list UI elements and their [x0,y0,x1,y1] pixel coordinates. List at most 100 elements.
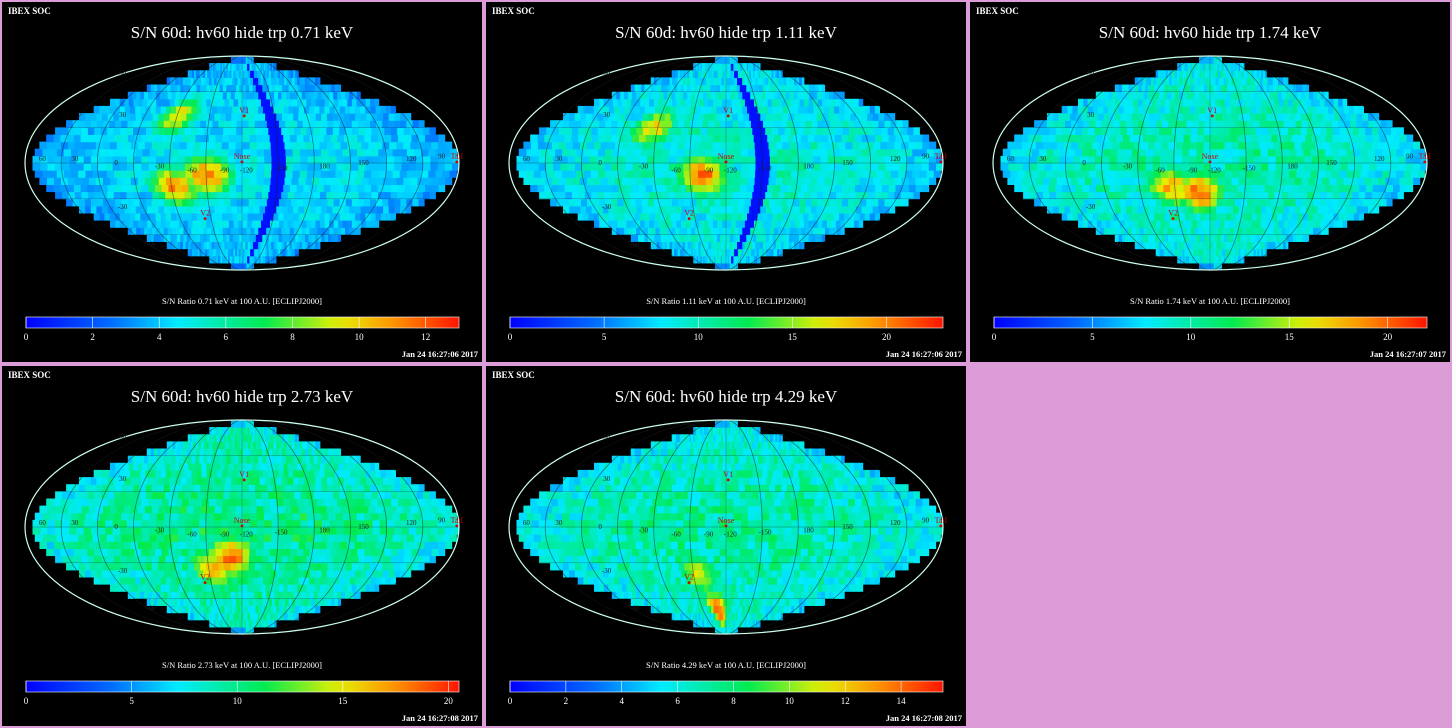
heatmap-cell [1189,248,1192,257]
heatmap-cell [277,91,282,100]
heatmap-cell [328,98,334,107]
heatmap-cell [685,184,693,193]
heatmap-cell [1287,220,1293,228]
heatmap-cell [299,155,308,164]
heatmap-cell [1174,105,1180,114]
heatmap-cell [1251,248,1254,257]
heatmap-cell [685,105,691,114]
heatmap-cell [1225,105,1231,114]
heatmap-cell [146,98,152,107]
heatmap-cell [826,148,834,157]
heatmap-cell [887,127,895,135]
heatmap-cell [1236,255,1238,264]
heatmap-cell [714,63,717,71]
heatmap-cell [563,113,570,121]
heatmap-cell [248,191,256,200]
heatmap-cell [1082,212,1088,221]
heatmap-cell [1127,227,1132,235]
heatmap-cell [1112,177,1120,185]
heatmap-cell [1237,177,1246,185]
heatmap-cell [342,148,350,157]
heatmap-cell [767,241,771,250]
heatmap-cell [1126,141,1134,150]
heatmap-cell [746,134,754,143]
heatmap-cell [258,248,262,257]
heatmap-cell [175,120,182,128]
heatmap-cell [1271,113,1278,121]
heatmap-cell [1240,255,1243,264]
heatmap-cell [611,134,619,143]
heatmap-cell [820,91,825,100]
heatmap-cell [217,63,219,71]
heatmap-cell [732,198,739,207]
heatmap-cell [883,113,890,121]
heatmap-cell [756,63,759,71]
heatmap-cell [839,220,845,228]
heatmap-cell [210,241,215,250]
heatmap-cell [1087,212,1093,221]
heatmap-cell [659,212,666,221]
heatmap-cell [386,155,395,164]
heatmap-cell [112,155,120,164]
heatmap-cell [861,127,869,135]
heatmap-cell [175,198,182,207]
heatmap-cell [278,120,286,128]
heatmap-cell [900,127,907,135]
heatmap-cell [374,141,383,150]
heatmap-cell [690,170,698,178]
heatmap-cell [264,248,267,257]
heatmap-cell [1010,170,1018,178]
heatmap-cell [858,220,864,228]
heatmap-cell [277,70,281,78]
heatmap-cell [827,134,835,143]
heatmap-cell [1356,141,1365,150]
heatmap-cell [333,198,340,207]
heatmap-cell [860,113,868,121]
heatmap-cell [614,177,622,185]
heatmap-cell [220,170,229,178]
heatmap-cell [1178,241,1183,250]
heatmap-cell [365,205,372,214]
heatmap-cell [264,205,271,214]
heatmap-cell [1228,120,1235,128]
heatmap-cell [1154,227,1160,235]
heatmap-cell [252,212,258,221]
heatmap-cell [603,155,611,164]
heatmap-cell [748,205,755,214]
heatmap-cell [1288,148,1297,157]
heatmap-cell [229,191,237,200]
heatmap-cell [164,98,170,107]
heatmap-cell [182,220,188,228]
heatmap-cell [1280,127,1288,135]
heatmap-cell [1123,105,1129,114]
heatmap-cell [703,248,706,257]
heatmap-cell [615,227,621,235]
heatmap-cell [710,241,714,250]
heatmap-cell [312,241,316,250]
heatmap-cell [182,84,187,93]
heatmap-cell [818,170,827,178]
heatmap-cell [718,148,727,157]
heatmap-cell [309,184,317,193]
heatmap-cell [96,198,104,207]
heatmap-cell [675,70,678,78]
heatmap-cell [287,127,295,135]
heatmap-cell [1325,163,1334,171]
heatmap-cell [138,198,146,207]
heatmap-cell [200,241,204,250]
heatmap-cell [1349,177,1358,185]
heatmap-cell [661,77,665,86]
heatmap-cell [1108,184,1117,193]
heatmap-cell [404,134,412,143]
heatmap-cell [689,241,693,250]
heatmap-cell [874,212,880,221]
heatmap-cell [218,227,223,235]
heatmap-cell [197,113,204,121]
heatmap-cell [1288,113,1295,121]
heatmap-cell [680,127,688,135]
heatmap-cell [1373,198,1381,207]
heatmap-cell [798,120,806,128]
heatmap-cell [1102,105,1109,114]
heatmap-cell [836,91,841,100]
heatmap-cell [120,120,128,128]
